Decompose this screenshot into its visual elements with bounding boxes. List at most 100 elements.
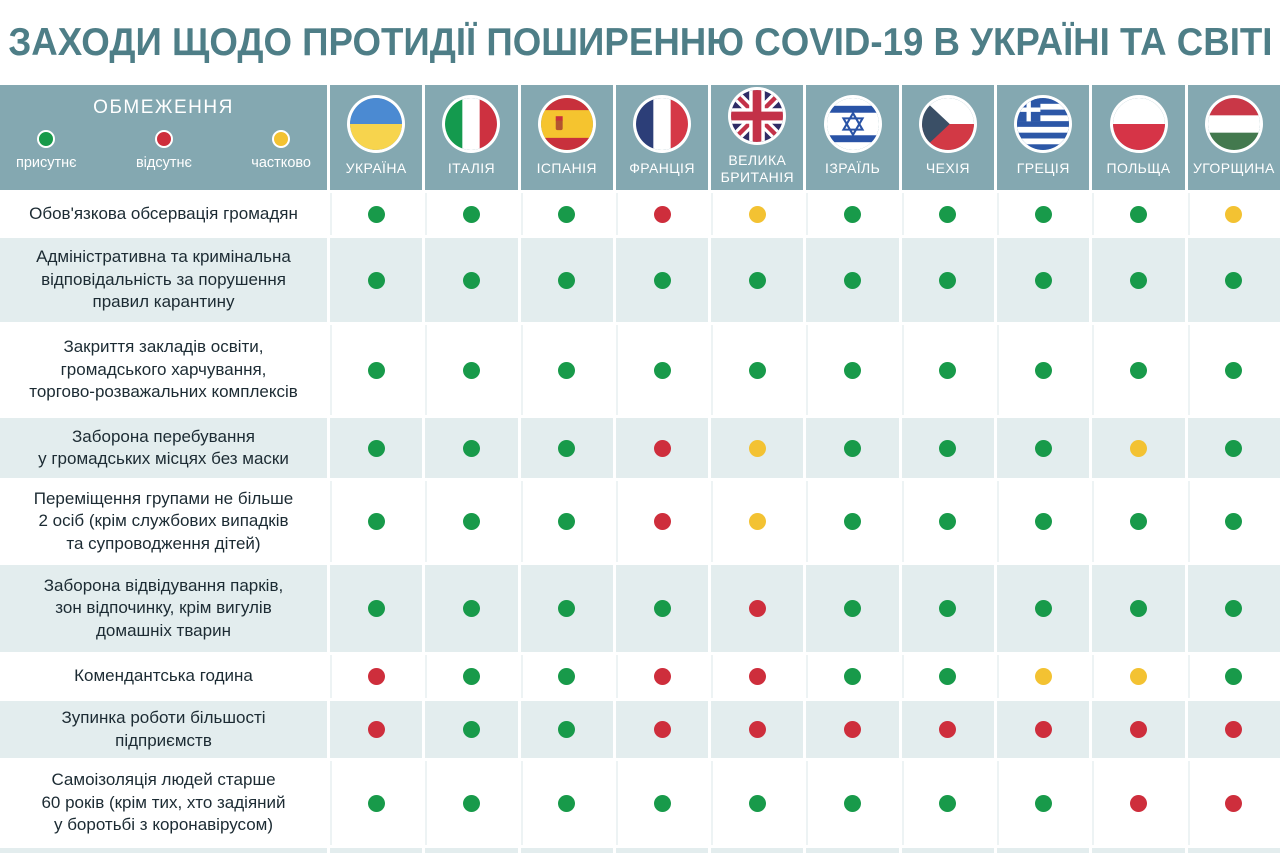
table-row: Заборона відвідування парків, зон відпоч…	[0, 565, 1280, 652]
status-cell	[425, 655, 517, 698]
status-cell	[997, 481, 1089, 562]
status-cell	[1092, 761, 1184, 845]
column-header-spain: ІСПАНІЯ	[520, 85, 613, 190]
status-dot-present	[558, 794, 576, 812]
status-dot-present	[1034, 439, 1052, 457]
column-header-italy: ІТАЛІЯ	[425, 85, 518, 190]
status-cell	[1092, 655, 1184, 698]
status-dot-present	[367, 271, 385, 289]
table-row: Адміністративна та кримінальна відповіда…	[0, 238, 1280, 322]
hungary-flag-icon	[1207, 98, 1260, 151]
status-dot-absent	[1225, 721, 1243, 738]
status-cell	[615, 701, 709, 758]
israel-flag-icon	[826, 98, 879, 151]
status-cell	[711, 701, 804, 758]
status-dot-present	[939, 361, 957, 379]
status-dot-present	[367, 794, 385, 812]
column-label: ІЗРАЇЛЬ	[825, 160, 881, 177]
status-dot-present	[1034, 513, 1052, 530]
status-dot-present	[558, 439, 576, 457]
status-dot-present	[558, 668, 576, 685]
status-dot-present	[1034, 600, 1052, 617]
status-cell	[711, 418, 804, 478]
status-cell	[902, 325, 994, 415]
status-dot-present	[367, 439, 385, 457]
status-cell	[711, 761, 803, 845]
status-cell	[997, 193, 1089, 235]
status-cell	[1187, 565, 1280, 652]
status-cell	[330, 418, 423, 478]
table-row: Комендантська година	[0, 655, 1280, 698]
status-cell	[806, 565, 899, 652]
status-cell	[330, 761, 422, 845]
status-dot-absent	[653, 513, 671, 530]
france-flag-icon	[636, 98, 689, 151]
status-cell	[330, 655, 422, 698]
status-dot-absent	[653, 439, 671, 457]
status-cell	[711, 481, 803, 562]
status-cell	[520, 848, 613, 853]
status-cell	[1187, 418, 1280, 478]
status-cell	[330, 238, 423, 322]
status-cell	[425, 701, 518, 758]
status-dot-present	[653, 361, 671, 379]
status-cell	[902, 481, 994, 562]
status-cell	[806, 481, 898, 562]
status-cell	[616, 655, 708, 698]
table-row: Обов'язкова обсервація громадян	[0, 193, 1280, 235]
spain-flag-icon	[540, 98, 593, 151]
status-cell	[711, 193, 803, 235]
column-label: ФРАНЦІЯ	[629, 160, 695, 177]
status-cell	[1092, 481, 1184, 562]
row-label-cell: Зупинка роботи більшості підприємств	[0, 701, 327, 758]
status-dot-present	[1130, 361, 1148, 379]
status-cell	[806, 761, 898, 845]
status-dot-present	[939, 205, 957, 223]
row-label-cell: Заборона перебування у громадських місця…	[0, 418, 327, 478]
title-band: ЗАХОДИ ЩОДО ПРОТИДІЇ ПОШИРЕННЮ COVID-19 …	[0, 0, 1280, 85]
status-cell	[330, 565, 423, 652]
status-cell	[997, 238, 1090, 322]
status-dot-present	[462, 513, 480, 530]
status-cell	[616, 325, 708, 415]
status-cell	[425, 325, 517, 415]
poland-flag-icon	[1112, 98, 1165, 151]
legend-dot-present	[37, 130, 56, 148]
status-cell	[901, 418, 995, 478]
status-cell	[1188, 655, 1280, 698]
status-cell	[1187, 701, 1280, 758]
status-cell	[997, 565, 1090, 652]
status-cell	[997, 655, 1089, 698]
status-dot-partial	[1130, 439, 1148, 457]
status-cell	[901, 238, 995, 322]
partial-next-row	[0, 848, 1280, 853]
status-dot-absent	[1034, 721, 1052, 738]
status-cell	[425, 481, 517, 562]
status-cell	[902, 193, 994, 235]
row-label: Самоізоляція людей старше 60 років (крім…	[41, 770, 286, 835]
status-cell	[902, 655, 994, 698]
status-dot-present	[462, 668, 480, 685]
row-label: Адміністративна та кримінальна відповіда…	[36, 247, 291, 312]
legend-dot-partial	[272, 130, 291, 148]
row-label: Заборона перебування у громадських місця…	[38, 426, 289, 468]
status-cell	[1188, 481, 1280, 562]
status-legend: присутнє відсутнє частково	[0, 130, 327, 171]
status-cell	[520, 238, 613, 322]
legend-item-absent: відсутнє	[136, 130, 192, 171]
status-cell	[520, 701, 613, 758]
status-dot-present	[462, 721, 480, 738]
status-dot-present	[844, 205, 862, 223]
row-label-cell: Переміщення групами не більше 2 осіб (кр…	[0, 481, 327, 562]
status-dot-present	[1225, 668, 1243, 685]
status-cell	[806, 193, 898, 235]
column-header-hungary: УГОРЩИНА	[1187, 85, 1280, 190]
status-dot-present	[844, 271, 862, 289]
status-cell	[1187, 238, 1280, 322]
table-header-row: ОБМЕЖЕННЯ присутнє відсутнє частково УКРАЇ…	[0, 85, 1280, 190]
status-cell	[997, 848, 1090, 853]
legend-item-present: присутнє	[16, 130, 77, 171]
table-row: Зупинка роботи більшості підприємств	[0, 701, 1280, 758]
status-dot-present	[748, 271, 766, 289]
status-dot-present	[462, 361, 480, 379]
